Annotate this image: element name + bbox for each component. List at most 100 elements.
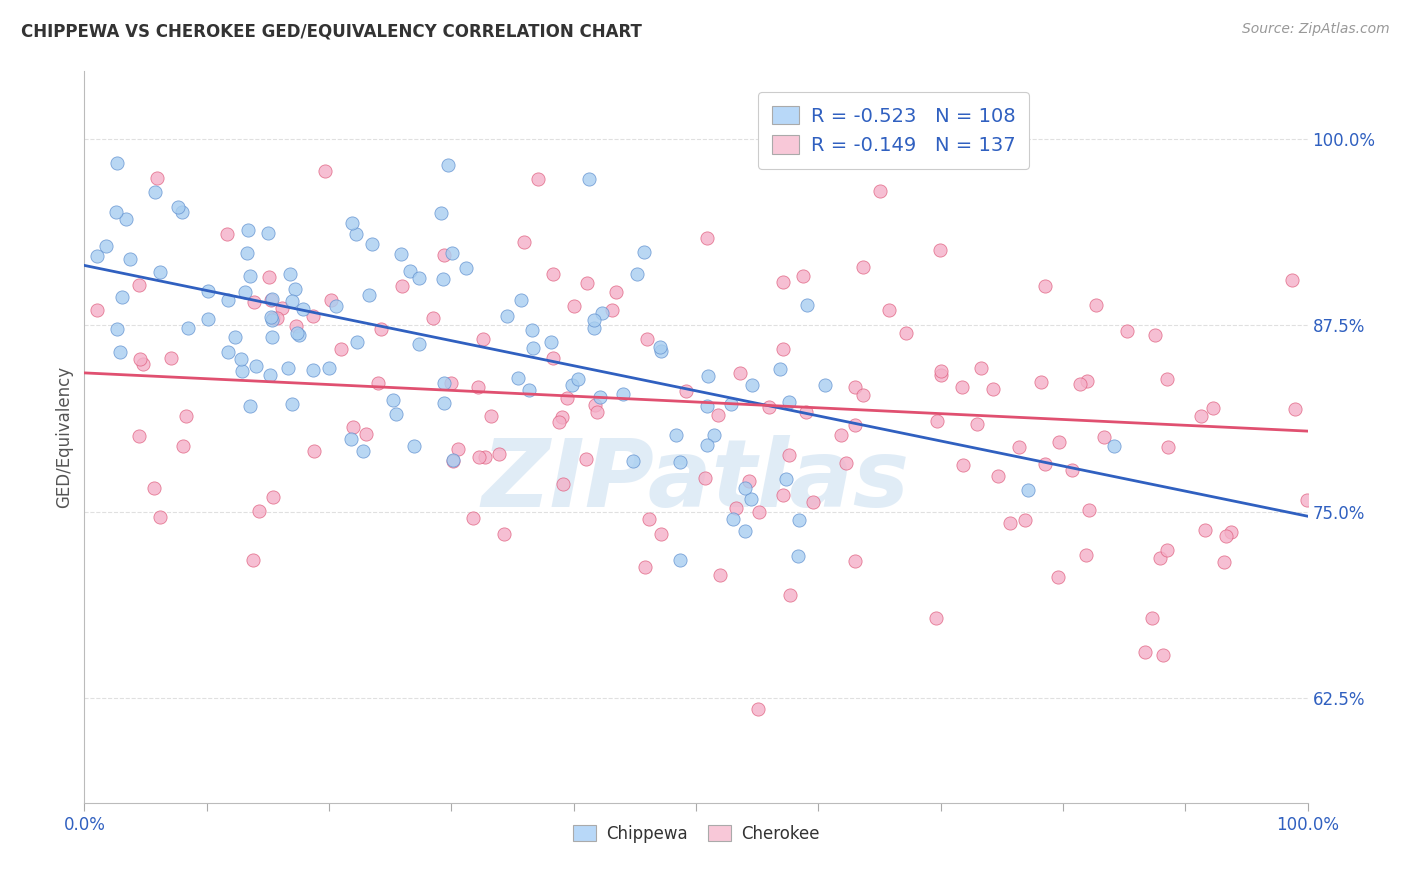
Point: [1074, 548, 1097, 562]
Point: [737, 474, 759, 488]
Point: [703, 427, 725, 442]
Point: [105, 322, 128, 336]
Point: [844, 380, 866, 394]
Point: [231, 351, 253, 366]
Point: [675, 384, 697, 398]
Point: [787, 513, 810, 527]
Point: [239, 268, 262, 283]
Point: [637, 512, 659, 526]
Point: [197, 285, 219, 299]
Point: [696, 438, 718, 452]
Point: [284, 281, 307, 295]
Point: [433, 248, 456, 262]
Point: [467, 380, 489, 394]
Point: [551, 476, 574, 491]
Y-axis label: GED/Equivalency: GED/Equivalency: [55, 366, 73, 508]
Point: [928, 243, 950, 257]
Point: [1060, 463, 1083, 477]
Point: [281, 294, 304, 309]
Point: [266, 310, 288, 325]
Point: [636, 332, 658, 346]
Point: [929, 364, 952, 378]
Point: [105, 156, 128, 170]
Point: [432, 272, 454, 286]
Point: [1014, 512, 1036, 526]
Point: [325, 299, 347, 313]
Point: [346, 334, 368, 349]
Point: [578, 172, 600, 186]
Point: [741, 378, 763, 392]
Point: [709, 568, 731, 582]
Point: [143, 481, 166, 495]
Point: [1008, 440, 1031, 454]
Point: [723, 512, 745, 526]
Point: [621, 454, 644, 468]
Point: [1033, 457, 1056, 471]
Point: [844, 554, 866, 568]
Point: [118, 252, 141, 266]
Point: [543, 267, 565, 281]
Point: [96, 239, 118, 253]
Point: [236, 223, 259, 237]
Point: [981, 382, 1004, 396]
Point: [634, 559, 657, 574]
Point: [304, 443, 326, 458]
Point: [285, 319, 308, 334]
Point: [260, 330, 283, 344]
Point: [367, 376, 389, 390]
Text: Source: ZipAtlas.com: Source: ZipAtlas.com: [1241, 22, 1389, 37]
Point: [340, 216, 363, 230]
Point: [966, 417, 988, 432]
Point: [111, 289, 134, 303]
Point: [370, 322, 392, 336]
Point: [758, 400, 780, 414]
Point: [433, 376, 456, 390]
Point: [1092, 430, 1115, 444]
Point: [561, 377, 583, 392]
Point: [650, 527, 672, 541]
Text: CHIPPEWA VS CHEROKEE GED/EQUIVALENCY CORRELATION CHART: CHIPPEWA VS CHEROKEE GED/EQUIVALENCY COR…: [21, 22, 643, 40]
Point: [1017, 483, 1039, 498]
Point: [143, 185, 166, 199]
Point: [1156, 543, 1178, 558]
Point: [259, 270, 281, 285]
Point: [575, 452, 598, 467]
Point: [302, 309, 325, 323]
Point: [447, 442, 470, 456]
Point: [1201, 401, 1223, 415]
Point: [488, 447, 510, 461]
Point: [167, 200, 190, 214]
Point: [924, 611, 946, 625]
Point: [772, 275, 794, 289]
Point: [259, 368, 281, 382]
Point: [1104, 439, 1126, 453]
Point: [149, 510, 172, 524]
Point: [520, 323, 543, 337]
Point: [540, 334, 562, 349]
Point: [925, 414, 948, 428]
Point: [772, 343, 794, 357]
Point: [830, 428, 852, 442]
Point: [408, 337, 430, 351]
Point: [132, 357, 155, 371]
Point: [541, 351, 564, 366]
Point: [277, 360, 299, 375]
Point: [814, 378, 837, 392]
Point: [748, 505, 770, 519]
Point: [104, 205, 127, 219]
Point: [197, 311, 219, 326]
Point: [441, 453, 464, 467]
Point: [172, 205, 194, 219]
Point: [669, 455, 692, 469]
Point: [281, 396, 304, 410]
Point: [385, 408, 408, 422]
Point: [1215, 529, 1237, 543]
Point: [987, 468, 1010, 483]
Point: [929, 368, 952, 383]
Point: [236, 245, 259, 260]
Point: [778, 448, 800, 462]
Point: [436, 158, 458, 172]
Point: [360, 236, 382, 251]
Point: [513, 235, 536, 249]
Point: [461, 510, 484, 524]
